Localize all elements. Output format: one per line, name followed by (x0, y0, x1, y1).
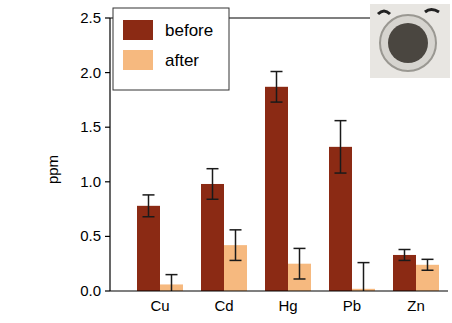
y-tick-label: 2.0 (80, 64, 101, 81)
error-line (335, 120, 347, 122)
photo-detail (378, 10, 439, 15)
error-line (207, 199, 219, 201)
x-tick-label: Hg (278, 297, 297, 314)
photo-bg (370, 4, 450, 78)
error-line (294, 248, 306, 250)
legend-label: before (165, 21, 213, 40)
error-bar (335, 121, 347, 173)
inset-photo (370, 4, 450, 78)
error-line (212, 169, 214, 200)
error-line (276, 72, 278, 103)
legend-label: after (165, 51, 199, 70)
error-line (363, 263, 365, 291)
error-line (299, 248, 301, 279)
error-bar (422, 259, 434, 270)
error-line (422, 270, 434, 272)
error-bar (207, 169, 219, 200)
bar (265, 87, 288, 291)
legend-box (113, 8, 229, 90)
photo-vial (380, 15, 436, 71)
error-line (143, 216, 155, 218)
error-line (143, 194, 155, 196)
legend-swatch (123, 20, 153, 40)
chart: 0.0 0.5 1.0 1.5 2.0 2.5 Cu Cd Hg Pb Zn ppm before aft… (0, 0, 452, 323)
y-tick (105, 127, 110, 128)
error-line (230, 229, 242, 231)
x-axis (110, 290, 448, 291)
error-line (166, 274, 178, 276)
y-tick-label: 0.0 (80, 282, 101, 299)
x-tick-label: Cd (214, 297, 233, 314)
bar (393, 255, 416, 291)
error-bar (358, 263, 370, 291)
x-tick-label: Pb (343, 297, 361, 314)
error-bar (230, 230, 242, 261)
error-line (171, 275, 173, 291)
error-line (230, 260, 242, 262)
photo-sample (388, 23, 428, 63)
y-tick-label: 1.5 (80, 118, 101, 135)
x-tick-label: Zn (407, 297, 425, 314)
y-tick-label: 0.5 (80, 227, 101, 244)
y-tick-label: 2.5 (80, 9, 101, 26)
error-bar (166, 275, 178, 291)
error-bar (399, 250, 411, 261)
error-bar (271, 72, 283, 103)
error-bar (294, 248, 306, 279)
bar (137, 206, 160, 291)
error-line (340, 121, 342, 173)
error-line (358, 262, 370, 264)
legend: before after (113, 8, 229, 90)
error-line (235, 230, 237, 261)
y-axis-label: ppm (44, 155, 61, 184)
x-tick-label: Cu (150, 297, 169, 314)
error-line (427, 259, 429, 270)
y-tick (105, 236, 110, 237)
bars (137, 72, 439, 291)
error-line (404, 250, 406, 261)
error-line (271, 101, 283, 103)
y-tick (105, 290, 110, 291)
y-tick (105, 17, 110, 18)
error-line (148, 195, 150, 217)
error-line (271, 71, 283, 73)
error-line (335, 172, 347, 174)
y-tick (105, 72, 110, 73)
legend-swatch (123, 50, 153, 70)
y-axis (109, 18, 110, 291)
error-line (207, 168, 219, 170)
bar (201, 184, 224, 291)
y-tick-label: 1.0 (80, 173, 101, 190)
error-bar (143, 195, 155, 217)
error-line (399, 260, 411, 262)
error-line (399, 249, 411, 251)
error-line (422, 259, 434, 261)
error-line (294, 278, 306, 280)
y-tick (105, 181, 110, 182)
